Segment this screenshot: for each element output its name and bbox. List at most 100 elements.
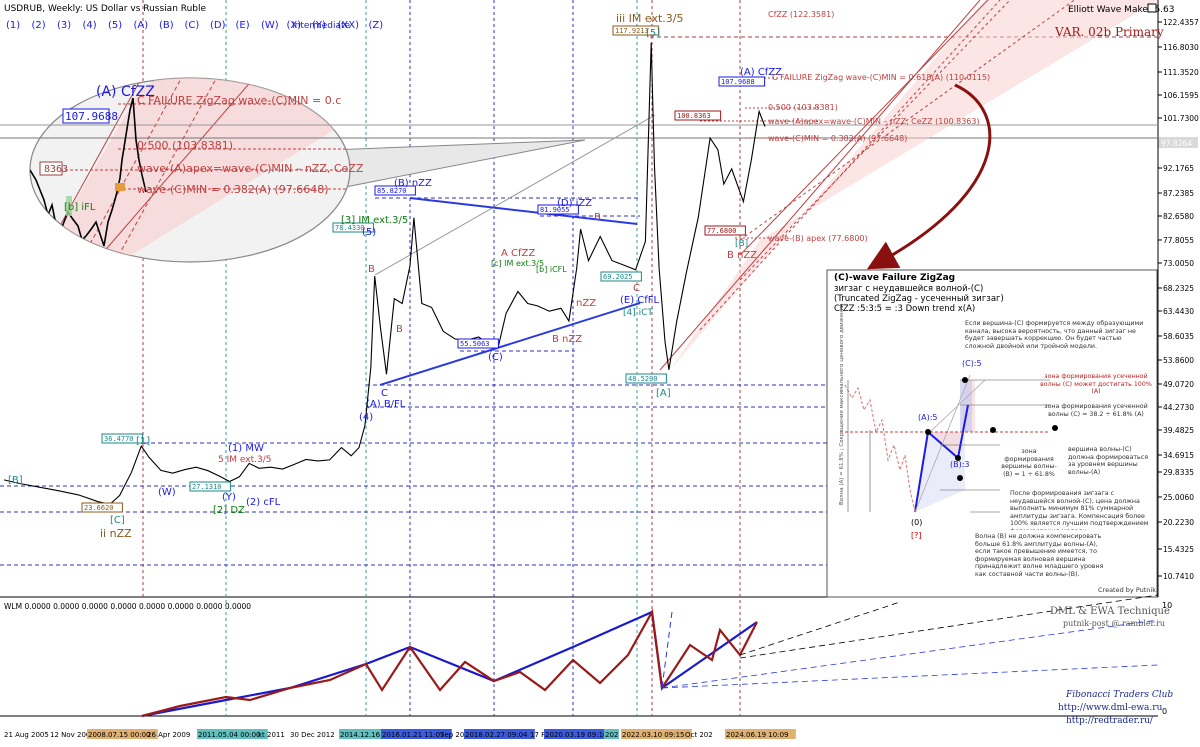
time-tick-label: 17 F <box>530 731 545 739</box>
degree-button[interactable]: (5) <box>108 20 122 31</box>
degree-button[interactable]: (W) <box>261 20 279 31</box>
price-tick-label: 15.4325 <box>1163 545 1194 554</box>
wave-label-b-small: B <box>368 264 375 275</box>
wave-label-c-box: [C] <box>110 515 125 526</box>
price-tick-label: 58.6035 <box>1163 332 1194 341</box>
info-after-text: После формирования зигзага с неудавшейся… <box>1010 490 1149 530</box>
time-tick-highlight <box>604 729 619 739</box>
time-tick-label: kt 2011 <box>258 731 285 739</box>
price-tick-label: 92.1765 <box>1163 164 1194 173</box>
degree-button[interactable]: (4) <box>83 20 97 31</box>
wave-label-c-right: C <box>633 283 640 294</box>
wave-label-w: (W) <box>158 487 176 498</box>
zoom-label-a-cfzz: (A) CfZZ <box>96 84 155 100</box>
wave-label-2-cfl: (2) cFL <box>246 497 281 508</box>
price-level-label: 85.8270 <box>377 187 407 195</box>
current-price-badge <box>1158 137 1198 149</box>
info-line-2: (Truncated ZigZag - усеченный зигзаг) <box>834 294 1004 304</box>
degree-button[interactable]: (A) <box>134 20 149 31</box>
wave-label-b-small-2: B <box>396 324 403 335</box>
degree-button[interactable]: (Z) <box>369 20 384 31</box>
info-lbl-a5: (A):5 <box>918 413 938 422</box>
price-level-label: 117.9213 <box>615 27 649 35</box>
price-level-label: 100.8363 <box>677 112 711 120</box>
price-tick-label: 25.0060 <box>1163 493 1194 502</box>
price-tick-label: 106.1595 <box>1163 91 1199 100</box>
fib-label-cmin: wave-(C)MIN = 0.382(A) (97.6648) <box>768 134 907 143</box>
price-level-label: 81.9055 <box>540 206 570 214</box>
degree-button[interactable]: (Y) <box>312 20 326 31</box>
wave-label-c-paren: (C) <box>488 352 503 363</box>
time-tick-highlight <box>381 729 452 739</box>
degree-button[interactable]: (XX) <box>338 20 360 31</box>
fib-labels: C FAILURE ZigZag wave-(C)MIN = 0.618(A) … <box>768 10 990 243</box>
wave-label-y: (Y) <box>222 492 236 503</box>
wlm-site-2: http://redtrader.ru/ <box>1066 716 1154 726</box>
degree-button[interactable]: (1) <box>6 20 20 31</box>
indicator-close-icon[interactable] <box>1147 3 1157 13</box>
price-level-boxes: 117.9213 107.9688 100.8363 85.8270 81.9055 78… <box>81 25 766 513</box>
zoom-apex: wave-(A)apex=wave-(C)MIN – nZZ, CeZZ <box>137 162 364 175</box>
price-tick-label: 44.2730 <box>1163 403 1194 412</box>
indicator-name: Elliott Wave Maker 5.63 <box>1068 5 1174 15</box>
price-level-label: 77.6800 <box>707 227 737 235</box>
price-tick-label: 101.7300 <box>1163 114 1199 123</box>
info-vertex-c: вершина волны-(C) должна формироваться з… <box>1068 446 1149 476</box>
wlm-technique: DML & EWA Technique <box>1050 606 1170 617</box>
degree-button[interactable]: (3) <box>57 20 71 31</box>
degree-button[interactable]: (B) <box>159 20 174 31</box>
time-tick-highlight <box>621 729 692 739</box>
degree-button[interactable]: (X) <box>287 20 302 31</box>
wave-label-b-nzz-mid: B nZZ <box>552 334 582 345</box>
price-level-box <box>101 433 143 444</box>
wave-labels: iii IM ext.3/5 [5] (A) CfZZ (B) nZZ (D) … <box>8 12 782 540</box>
current-price-text: 97.8264 <box>1161 139 1192 148</box>
time-tick-label: 21 Aug 2005 <box>4 731 49 739</box>
info-vertical-text: Волна (A) = 61.8% ; Сокращение максималь… <box>839 304 845 505</box>
price-level-box <box>537 204 579 215</box>
zoom-fib500: 0.500 (103.8381) <box>137 139 233 152</box>
wave-label-e-cfl: (E) CfFL <box>620 295 660 306</box>
wave-label-im-35: 5 IM ext.3/5 <box>218 455 271 465</box>
wave-label-5-box: [5] <box>646 28 660 39</box>
price-level-box <box>374 185 416 196</box>
chart-title: USDRUB, Weekly: US Dollar vs Russian Rub… <box>4 4 207 14</box>
degree-button[interactable]: (2) <box>32 20 46 31</box>
price-level-box <box>332 222 374 233</box>
info-lbl-0: (0) <box>911 518 922 527</box>
price-level-label: 23.6620 <box>84 504 114 512</box>
time-tick-label: 30 Dec 2012 <box>290 731 335 739</box>
degree-button[interactable]: (D) <box>210 20 226 31</box>
degree-button[interactable]: (E) <box>236 20 250 31</box>
time-tick-label: Oct 202 <box>685 731 713 739</box>
info-line-1: зигзаг с неудавшейся волной-(C) <box>834 284 983 294</box>
fib-label-500: 0.500 (103.8381) <box>768 103 838 112</box>
wave-label-d-sub: B <box>594 212 601 223</box>
price-level-label: 107.9688 <box>721 78 755 86</box>
info-zone-b: зона формирования вершины волны-(B) = 1 … <box>1001 448 1057 478</box>
degree-button[interactable]: (C) <box>185 20 200 31</box>
fib-label-b-apex: wave-(B) apex (77.6800) <box>768 234 868 243</box>
wave-label-e-ict: [4] iCT <box>623 308 653 318</box>
wlm-tick-10: 10 <box>1162 601 1172 610</box>
wlm-indicator: WLM 0.0000 0.0000 0.0000 0.0000 0.0000 0… <box>4 594 1173 726</box>
blue-wave-lines <box>379 197 641 386</box>
price-series-line <box>3 42 766 505</box>
info-title: (C)-wave Failure ZigZag <box>834 273 955 283</box>
zoom-bubble: (A) CfZZ 107.9688 8363 C FAILURE ZigZag … <box>29 77 586 263</box>
wave-label-a-cfzz-mid: A CfZZ <box>501 248 535 259</box>
fib-label-apex: wave-(A)apex=wave-(C)MIN – nZZ, CeZZ (10… <box>768 117 980 126</box>
pointer-arrow <box>866 83 992 270</box>
info-lbl-b3: (B):3 <box>950 460 970 469</box>
wave-label-b-box: [B] <box>8 475 23 486</box>
time-tick-label: 2022.03.10 09:15 <box>622 731 684 739</box>
price-tick-label: 49.0720 <box>1163 380 1194 389</box>
wave-label-c-low: C <box>381 388 388 399</box>
zoom-cmin: wave-(C)MIN = 0.382(A) (97.6648) <box>137 183 329 196</box>
degree-buttons[interactable]: (1) (2) (3) (4) (5) (A) (B) (C) (D) (E) (W) (X) (Y) (… <box>6 20 383 31</box>
info-lbl-c5: (C):5 <box>962 359 982 368</box>
info-zone-382: зона формирования усеченной волны (C) = … <box>1044 403 1148 418</box>
time-tick-label: Sep 20 <box>440 731 464 739</box>
zoom-failure-text: C FAILURE ZigZag wave-(C)MIN = 0.c <box>137 94 341 107</box>
price-tick-label: 20.2230 <box>1163 518 1194 527</box>
